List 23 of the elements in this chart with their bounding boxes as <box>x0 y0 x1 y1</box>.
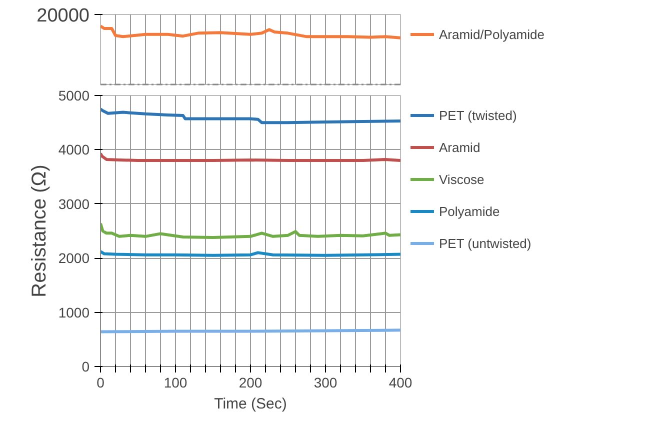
x-tick-label: 400 <box>388 374 412 390</box>
x-tick-label: 0 <box>96 374 105 390</box>
line-series <box>100 152 400 162</box>
y-tick-label: 3000 <box>58 196 90 212</box>
legend-label: Aramid <box>439 140 480 154</box>
text: 20000 <box>36 6 90 26</box>
legend-label: Viscose <box>439 172 484 186</box>
legend-label: PET (twisted) <box>439 108 517 122</box>
legend-label: PET (untwisted) <box>439 236 532 250</box>
x-axis-title: Time (Sec) <box>214 396 287 412</box>
legend-label: Aramid/Polyamide <box>439 26 544 42</box>
x-tick-label: 100 <box>164 374 188 390</box>
x-tick-label: 300 <box>314 374 338 390</box>
y-tick-label: 0 <box>82 358 90 374</box>
y-tick-label: 4000 <box>58 142 90 158</box>
x-tick-label: 200 <box>238 374 262 390</box>
y-tick-label: 5000 <box>58 88 90 104</box>
legend-label: Polyamide <box>439 204 500 218</box>
y-axis-title: Resistance (Ω) <box>28 164 50 298</box>
y-tick-label: 2000 <box>58 250 90 266</box>
line-series <box>100 108 400 124</box>
line-series <box>100 222 400 240</box>
y-tick-label: 1000 <box>58 304 90 320</box>
